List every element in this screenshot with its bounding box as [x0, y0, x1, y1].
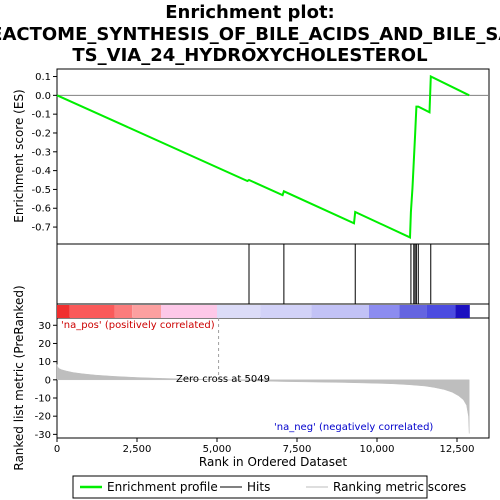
- metric-y-tick-label: 0: [45, 375, 51, 386]
- es-y-tick-label: -0.6: [31, 204, 51, 215]
- es-y-tick-label: 0.1: [35, 72, 51, 83]
- x-tick-label: 0: [54, 444, 60, 455]
- ranking-metric-area: [56, 364, 470, 434]
- metric-y-tick-label: -10: [35, 394, 51, 405]
- colorbar-segment: [260, 305, 312, 318]
- es-y-tick-label: -0.5: [31, 185, 51, 196]
- es-y-tick-label: -0.2: [31, 128, 51, 139]
- negative-correlation-label: 'na_neg' (negatively correlated): [274, 422, 433, 433]
- legend-label: Ranking metric scores: [333, 480, 466, 494]
- metric-y-tick-label: 30: [38, 321, 51, 332]
- colorbar-segment: [426, 305, 456, 318]
- x-tick-label: 10,000: [360, 444, 395, 455]
- enrichment-profile-line: [56, 74, 470, 239]
- es-panel-frame: [56, 68, 490, 245]
- chart-title-line-2: REACTOME_SYNTHESIS_OF_BILE_ACIDS_AND_BIL…: [0, 24, 500, 45]
- chart-title-line-3: TS_VIA_24_HYDROXYCHOLESTEROL: [72, 45, 427, 66]
- x-axis-label: Rank in Ordered Dataset: [199, 455, 347, 469]
- colorbar-segment: [69, 305, 115, 318]
- colorbar-segment: [114, 305, 133, 318]
- colorbar-segment: [161, 305, 217, 318]
- metric-y-tick-label: -30: [35, 430, 51, 441]
- metric-y-tick-label: 20: [38, 339, 51, 350]
- metric-y-axis-label: Ranked list metric (PreRanked): [12, 285, 26, 470]
- colorbar-segment: [57, 305, 70, 318]
- positive-correlation-label: 'na_pos' (positively correlated): [61, 320, 215, 331]
- zero-cross-label: Zero cross at 5049: [176, 374, 270, 385]
- colorbar-segment: [311, 305, 369, 318]
- colorbar-segment: [217, 305, 261, 318]
- colorbar-segment: [399, 305, 427, 318]
- chart-title-line-1: Enrichment plot:: [165, 2, 335, 23]
- metric-y-tick-label: 10: [38, 357, 51, 368]
- colorbar-segment: [455, 305, 470, 318]
- x-tick-label: 2,500: [123, 444, 152, 455]
- es-y-tick-label: -0.4: [31, 166, 51, 177]
- es-y-tick-label: -0.7: [31, 223, 51, 234]
- hits-panel-frame: [56, 243, 490, 305]
- es-y-tick-label: -0.1: [31, 110, 51, 121]
- legend-label: Hits: [247, 480, 270, 494]
- es-y-axis-label: Enrichment score (ES): [12, 89, 26, 222]
- x-tick-label: 12,500: [440, 444, 475, 455]
- es-y-tick-label: 0.0: [35, 91, 51, 102]
- legend-label: Enrichment profile: [107, 480, 218, 494]
- x-tick-label: 5,000: [203, 444, 232, 455]
- colorbar-segment: [132, 305, 161, 318]
- legend-box: [72, 475, 428, 499]
- x-tick-label: 7,500: [283, 444, 312, 455]
- es-y-tick-label: -0.3: [31, 147, 51, 158]
- colorbar-segment: [369, 305, 400, 318]
- metric-y-tick-label: -20: [35, 412, 51, 423]
